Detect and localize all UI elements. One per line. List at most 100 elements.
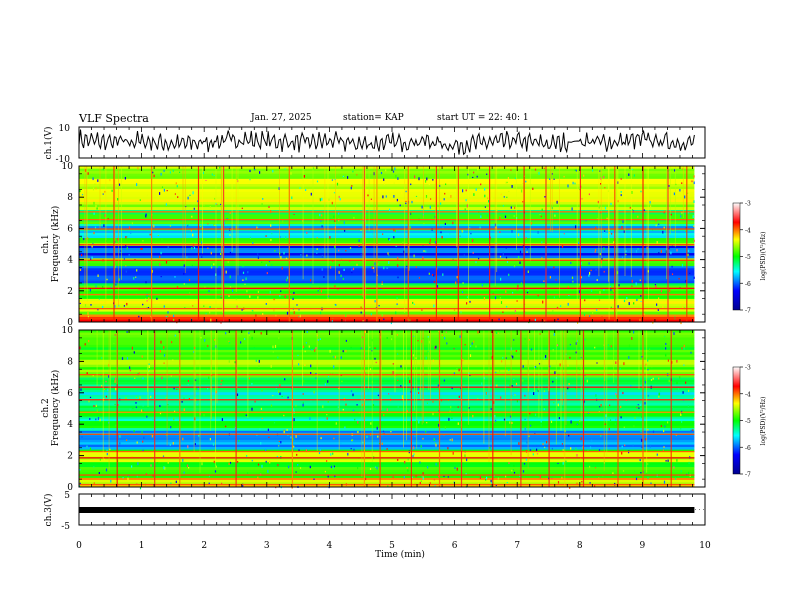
spectrogram-speckle <box>334 178 336 181</box>
spectrogram-speckle <box>462 481 464 484</box>
spectrogram-speckle <box>563 233 565 235</box>
spectrogram-speckle <box>229 461 232 464</box>
spectrogram-speckle <box>671 361 673 364</box>
spectrogram-speckle <box>327 380 329 383</box>
spectrogram-band-row <box>79 344 695 348</box>
spectrogram-speckle <box>640 472 642 474</box>
spectrogram-speckle <box>262 313 264 315</box>
spectrogram-speckle <box>246 290 248 293</box>
spectrogram-sferic-spike <box>638 330 640 390</box>
spectrogram-band-row <box>79 301 695 305</box>
spectrogram-sferic-spike <box>504 330 506 437</box>
spectrogram-speckle <box>592 169 594 172</box>
spectrogram-sferic-spike <box>302 166 304 280</box>
spectrogram-speckle <box>584 338 586 341</box>
spectrogram-speckle <box>327 401 329 403</box>
spectrogram-band-row <box>79 223 695 227</box>
spectrogram-speckle <box>271 232 273 235</box>
spectrogram-speckle <box>622 197 624 200</box>
spectrogram-speckle <box>660 249 662 253</box>
spectrogram-speckle <box>434 216 436 218</box>
spectrogram-speckle <box>329 349 331 353</box>
spectrogram-speckle <box>427 350 429 353</box>
spectrogram-speckle <box>521 189 523 193</box>
spectrogram-speckle <box>191 247 193 250</box>
ch1-freq-ylabel: Frequency (kHz) <box>50 206 61 283</box>
spectrogram-band-row <box>79 168 695 172</box>
spectrogram-speckle <box>333 192 336 194</box>
spectrogram-speckle <box>290 191 293 195</box>
spectrogram-sferic-spike <box>669 166 671 235</box>
spectrogram-speckle <box>502 205 504 207</box>
spectrogram-speckle <box>293 408 295 411</box>
spectrogram-speckle <box>545 355 547 358</box>
spectrogram-band-row <box>79 421 695 424</box>
spectrogram-band-row <box>79 461 695 465</box>
spectrogram-speckle <box>473 171 475 174</box>
spectrogram-speckle <box>667 359 669 362</box>
spectrogram-speckle <box>87 237 89 240</box>
spectrogram-speckle <box>517 284 519 288</box>
spectrogram-speckle <box>437 384 439 387</box>
spectrogram-speckle <box>293 291 295 295</box>
spectrogram-speckle <box>102 168 104 171</box>
spectrogram-speckle <box>561 443 563 445</box>
spectrogram-speckle <box>192 233 194 237</box>
spectrogram-speckle <box>91 232 93 236</box>
spectrogram-speckle <box>413 254 415 258</box>
spectrogram-speckle <box>496 384 498 388</box>
spectrogram-narrowband-line <box>79 228 695 230</box>
spectrogram-speckle <box>310 279 312 282</box>
spectrogram-speckle <box>385 169 387 172</box>
spectrogram-speckle <box>625 254 627 256</box>
spectrogram-speckle <box>660 425 662 427</box>
spectrogram-speckle <box>622 470 625 472</box>
spectrogram-sferic-spike <box>302 330 303 387</box>
spectrogram-band-row <box>79 449 695 453</box>
spectrogram-speckle <box>129 408 131 411</box>
spectrogram-speckle <box>215 465 217 468</box>
spectrogram-speckle <box>281 266 283 270</box>
spectrogram-sferic-spike <box>376 166 378 322</box>
spectrogram-speckle <box>434 346 436 350</box>
spectrogram-speckle <box>360 311 362 314</box>
spectrogram-speckle <box>433 274 435 277</box>
spectrogram-band-row <box>79 400 695 404</box>
spectrogram-speckle <box>583 174 585 177</box>
spectrogram-speckle <box>619 368 621 370</box>
spectrogram-narrowband-line <box>79 293 695 296</box>
spectrogram-sferic-spike <box>236 330 238 389</box>
spectrogram-speckle <box>622 391 624 395</box>
spectrogram-speckle <box>508 273 510 276</box>
spectrogram-speckle <box>480 215 482 218</box>
spectrogram-speckle <box>650 205 652 207</box>
start-time-label: start UT = 22: 40: 1 <box>437 113 529 123</box>
spectrogram-speckle <box>145 298 147 302</box>
spectrogram-speckle <box>284 295 286 299</box>
spectrogram-speckle <box>541 208 543 211</box>
spectrogram-speckle <box>153 174 155 178</box>
spectrogram-speckle <box>293 418 295 422</box>
spectrogram-speckle <box>342 277 344 280</box>
spectrogram-band-row <box>79 212 695 215</box>
spectrogram-band-row <box>79 387 695 390</box>
spectrogram-band-row <box>79 226 695 229</box>
spectrogram-speckle <box>553 402 555 404</box>
spectrogram-band-row <box>79 171 695 175</box>
spectrogram-speckle <box>160 172 162 176</box>
spectrogram-speckle <box>249 179 251 181</box>
spectrogram-speckle <box>650 379 653 381</box>
spectrogram-speckle <box>244 283 246 285</box>
spectrogram-band-row <box>79 479 695 483</box>
spectrogram-speckle <box>681 263 684 267</box>
spectrogram-speckle <box>687 405 689 407</box>
spectrogram-sferic-spike <box>394 330 396 393</box>
spectrogram-speckle <box>87 172 89 175</box>
spectrogram-speckle <box>383 432 385 435</box>
spectrogram-speckle <box>342 175 344 177</box>
spectrogram-speckle <box>665 347 667 350</box>
colorbar-tick-label: -7 <box>745 308 751 315</box>
spectrogram-band-row <box>79 298 695 302</box>
spectrogram-speckle <box>145 213 147 216</box>
spectrogram-speckle <box>96 409 98 412</box>
